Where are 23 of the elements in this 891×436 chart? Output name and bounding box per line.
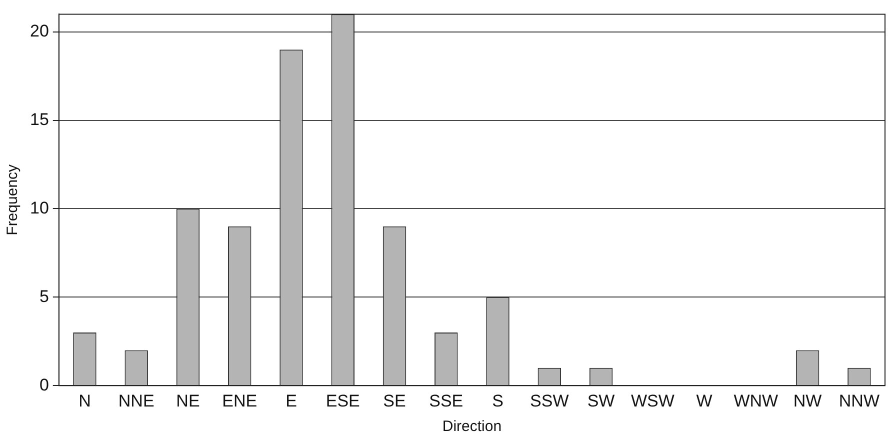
y-tick-label: 5 xyxy=(39,286,49,306)
y-tick-label: 15 xyxy=(30,110,49,129)
x-tick-label: E xyxy=(286,391,297,410)
x-tick-label: NNW xyxy=(838,391,880,410)
x-tick-label: ESE xyxy=(326,391,360,410)
x-tick-label: SSE xyxy=(429,391,464,410)
x-axis-title: Direction xyxy=(442,418,502,436)
x-tick-label: SE xyxy=(383,391,406,410)
y-axis-title: Frequency xyxy=(4,164,22,236)
x-tick-label: NNE xyxy=(118,391,154,410)
x-tick-label: NW xyxy=(793,391,822,410)
y-tick-label: 20 xyxy=(30,22,49,41)
y-tick-label: 10 xyxy=(30,198,49,218)
x-tick-label: SW xyxy=(587,391,615,410)
x-tick-label: WSW xyxy=(630,391,674,410)
x-tick-label: NE xyxy=(176,391,200,410)
x-tick-label: S xyxy=(492,391,504,410)
x-tick-label: W xyxy=(696,391,712,410)
x-tick-label: ENE xyxy=(222,391,258,410)
y-tick-label: 0 xyxy=(39,375,49,394)
x-tick-label: SSW xyxy=(530,391,569,410)
x-tick-label: WNW xyxy=(734,391,778,410)
x-tick-label: N xyxy=(78,391,91,410)
